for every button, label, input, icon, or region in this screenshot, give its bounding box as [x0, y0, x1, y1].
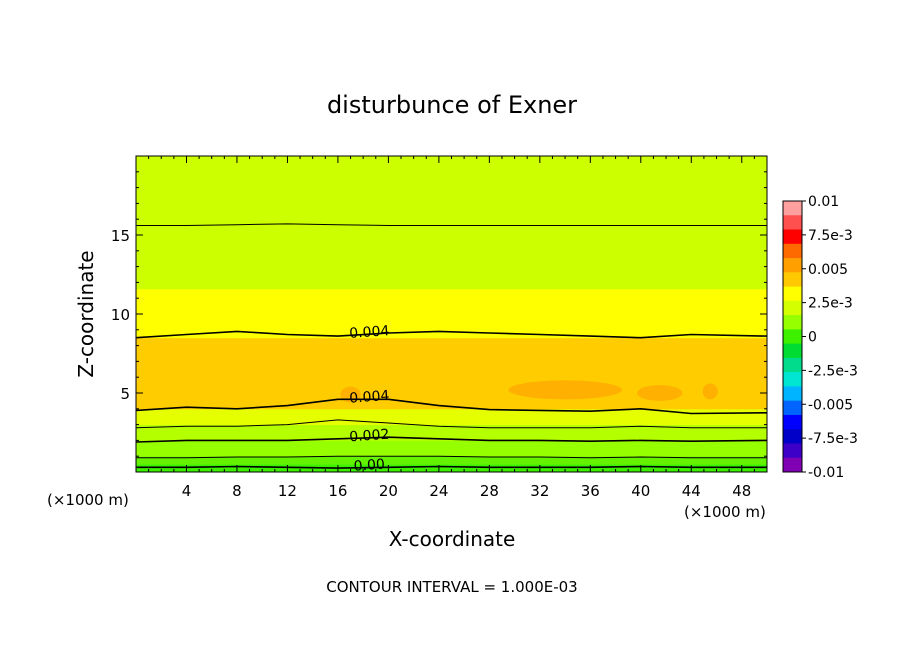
x-tick-label-10: 44	[682, 482, 701, 500]
contour-label-5: 0.004	[349, 323, 390, 342]
contour-label-2: 0.002	[349, 427, 390, 446]
contour-line-4	[136, 398, 767, 415]
band-4	[136, 408, 767, 426]
x-tick-label-1: 8	[232, 482, 242, 500]
contour-line-3	[136, 419, 767, 429]
y-axis-label: Z-coordinate	[74, 250, 98, 377]
x-unit-left-label: (×1000 m)	[47, 491, 129, 509]
band-7	[136, 156, 767, 290]
contour-label-4: 0.004	[349, 388, 390, 407]
colorbar-label-3: 2.5e-3	[808, 296, 853, 312]
x-tick-label-8: 36	[581, 482, 600, 500]
colorbar-segment-15	[783, 414, 802, 430]
colorbar-label-5: -2.5e-3	[808, 363, 858, 379]
band-3	[136, 424, 767, 441]
colorbar-segment-0	[783, 201, 802, 216]
x-tick-label-2: 12	[278, 482, 297, 500]
colorbar-segment-11	[783, 357, 802, 373]
colorbar-label-0: 0.01	[808, 194, 839, 210]
chart-title: disturbunce of Exner	[327, 91, 577, 119]
colorbar-segment-4	[783, 258, 802, 273]
y-tick-label-1: 10	[111, 306, 130, 324]
colorbar-segment-16	[783, 429, 802, 444]
patch-3	[702, 383, 718, 400]
colorbar-segment-12	[783, 372, 802, 387]
contour-line-6	[136, 223, 767, 226]
colorbar-label-4: 0	[808, 330, 817, 346]
colorbar: 0.01 7.5e-3 0.005 2.5e-3 0 -2.5e-3 -0.005 -7.5e…	[782, 194, 858, 481]
colorbar-label-6: -0.005	[808, 397, 853, 413]
colorbar-label-2: 0.005	[808, 262, 848, 278]
x-tick-label-3: 16	[328, 482, 347, 500]
patch-2	[637, 385, 683, 401]
y-tick-label-0: 5	[120, 385, 130, 403]
x-tick-label-0: 4	[182, 482, 192, 500]
colorbar-segment-1	[783, 215, 802, 231]
x-axis-ticks: 4 8 12 16 20 24 28 32 36 40 44 48	[148, 156, 755, 500]
band-6	[136, 288, 767, 339]
colorbar-segment-18	[783, 457, 802, 473]
colorbar-segment-14	[783, 400, 802, 416]
patch-1	[508, 380, 622, 400]
colorbar-label-1: 7.5e-3	[808, 228, 853, 244]
band-1	[136, 456, 767, 465]
colorbar-segment-2	[783, 229, 802, 245]
filled-bands	[136, 156, 767, 472]
anomaly-patches	[340, 380, 718, 403]
colorbar-segment-8	[783, 315, 802, 330]
colorbar-segment-5	[783, 272, 802, 288]
plot-area: 0.00 0.002 0.004 0.004	[136, 156, 767, 475]
band-0	[136, 464, 767, 472]
colorbar-segment-7	[783, 300, 802, 316]
band-2	[136, 440, 767, 457]
y-tick-label-2: 15	[111, 227, 130, 245]
x-tick-label-4: 20	[379, 482, 398, 500]
x-tick-label-9: 40	[631, 482, 650, 500]
contour-label-0: 0.00	[353, 457, 385, 475]
contour-interval-footer: CONTOUR INTERVAL = 1.000E-03	[326, 578, 577, 596]
contour-line-1	[136, 455, 767, 459]
x-axis-label: X-coordinate	[389, 527, 516, 551]
x-tick-label-6: 28	[480, 482, 499, 500]
x-unit-right-label: (×1000 m)	[684, 503, 766, 521]
colorbar-label-7: -7.5e-3	[808, 431, 858, 447]
contour-line-5	[136, 330, 767, 339]
colorbar-segment-13	[783, 386, 802, 402]
x-tick-label-7: 32	[530, 482, 549, 500]
colorbar-segment-17	[783, 443, 802, 459]
colorbar-segment-6	[783, 286, 802, 302]
contour-line-2	[136, 436, 767, 443]
y-axis-ticks: 5 10 15	[111, 171, 767, 457]
colorbar-segment-3	[783, 243, 802, 259]
x-tick-label-11: 48	[732, 482, 751, 500]
colorbar-segment-9	[783, 329, 802, 345]
colorbar-segment-10	[783, 343, 802, 359]
x-tick-label-5: 24	[429, 482, 448, 500]
colorbar-label-8: -0.01	[808, 465, 844, 481]
